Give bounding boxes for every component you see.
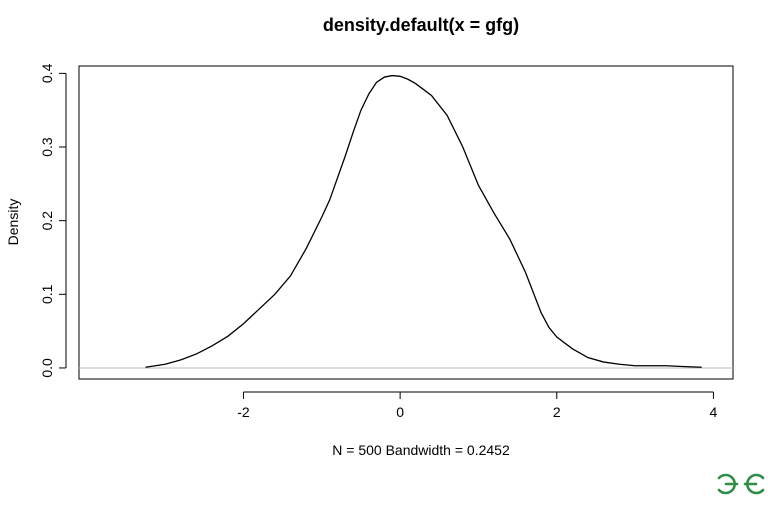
y-tick-label: 0.2	[39, 211, 55, 231]
y-tick-label: 0.3	[39, 137, 55, 157]
density-curve	[145, 74, 702, 368]
y-tick-label: 0.0	[39, 358, 55, 378]
geeksforgeeks-logo	[717, 473, 765, 495]
y-axis: 0.0 0.1 0.2 0.3 0.4	[39, 63, 67, 378]
y-tick-label: 0.1	[39, 284, 55, 304]
y-axis-label: Density	[5, 199, 21, 246]
x-tick-label: 2	[553, 404, 561, 420]
y-tick-label: 0.4	[39, 63, 55, 83]
logo-mark	[717, 473, 765, 495]
x-axis: -2 0 2 4	[237, 391, 718, 420]
x-axis-label: N = 500 Bandwidth = 0.2452	[332, 442, 510, 458]
x-tick-label: 0	[396, 404, 404, 420]
x-tick-label: -2	[237, 404, 250, 420]
x-tick-label: 4	[710, 404, 718, 420]
chart-title: density.default(x = gfg)	[323, 15, 519, 35]
plot-frame	[78, 65, 734, 380]
